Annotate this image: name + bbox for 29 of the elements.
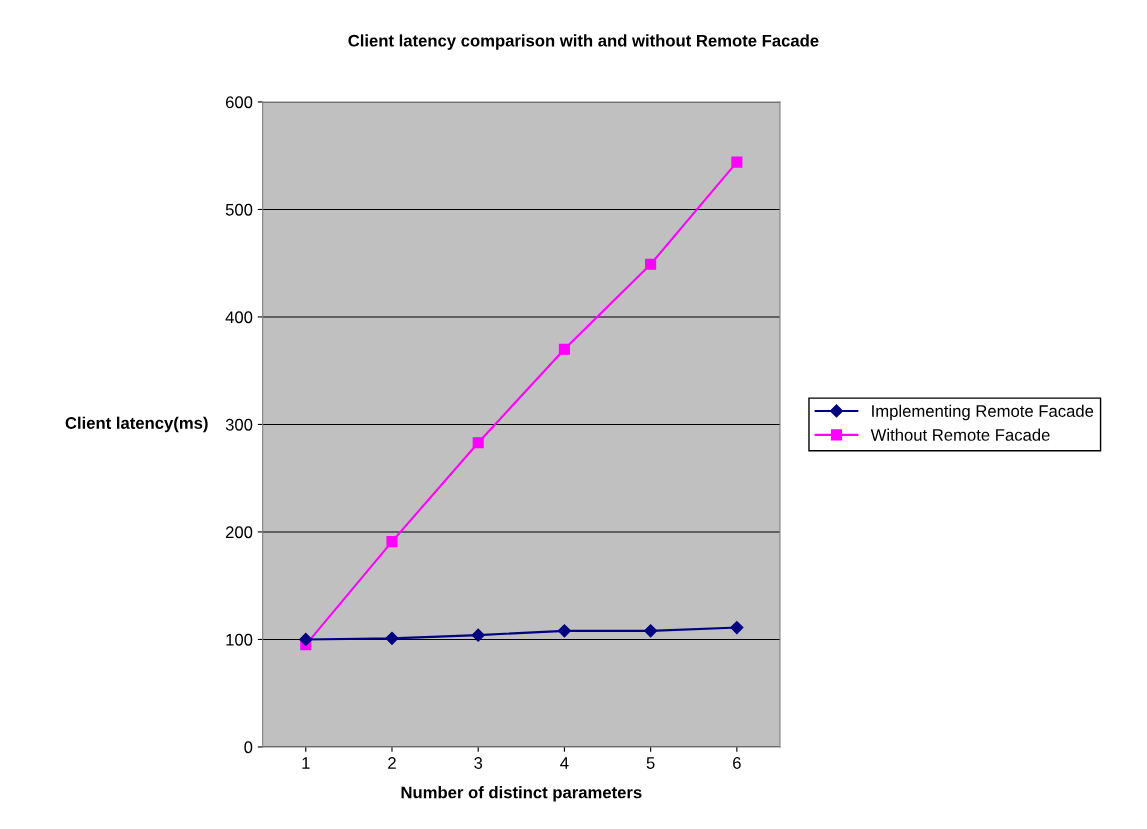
x-axis-title: Number of distinct parameters bbox=[401, 786, 642, 802]
point bbox=[731, 156, 743, 168]
chart-title: Client latency comparison with and without Remote Facade bbox=[348, 34, 819, 50]
point bbox=[471, 628, 485, 642]
y-tick-label: 300 bbox=[225, 418, 253, 431]
point bbox=[472, 437, 484, 449]
point bbox=[557, 624, 572, 638]
point bbox=[299, 632, 313, 647]
x-tick-label: 2 bbox=[388, 757, 396, 769]
point bbox=[386, 536, 398, 548]
y-tick-label: 500 bbox=[225, 203, 253, 216]
x-tick-label: 6 bbox=[733, 757, 741, 769]
point bbox=[558, 343, 570, 355]
y-tick-label: 400 bbox=[225, 311, 253, 324]
x-tick-label: 1 bbox=[302, 757, 310, 769]
y-axis-title: Client latency(ms) bbox=[65, 416, 208, 433]
y-tick-label: 0 bbox=[244, 741, 253, 754]
legend-label: Without Remote Facade bbox=[870, 428, 1050, 441]
legend-label: Implementing Remote Facade bbox=[872, 404, 1094, 421]
y-tick-label: 600 bbox=[225, 96, 253, 109]
x-tick-label: 5 bbox=[646, 757, 655, 769]
x-tick-label: 3 bbox=[474, 757, 483, 769]
point bbox=[385, 631, 399, 645]
point bbox=[730, 621, 744, 635]
point bbox=[645, 258, 657, 270]
x-tick-label: 4 bbox=[560, 757, 569, 769]
y-tick-label: 100 bbox=[226, 633, 253, 646]
y-tick-label: 200 bbox=[225, 526, 253, 539]
point bbox=[644, 624, 658, 638]
